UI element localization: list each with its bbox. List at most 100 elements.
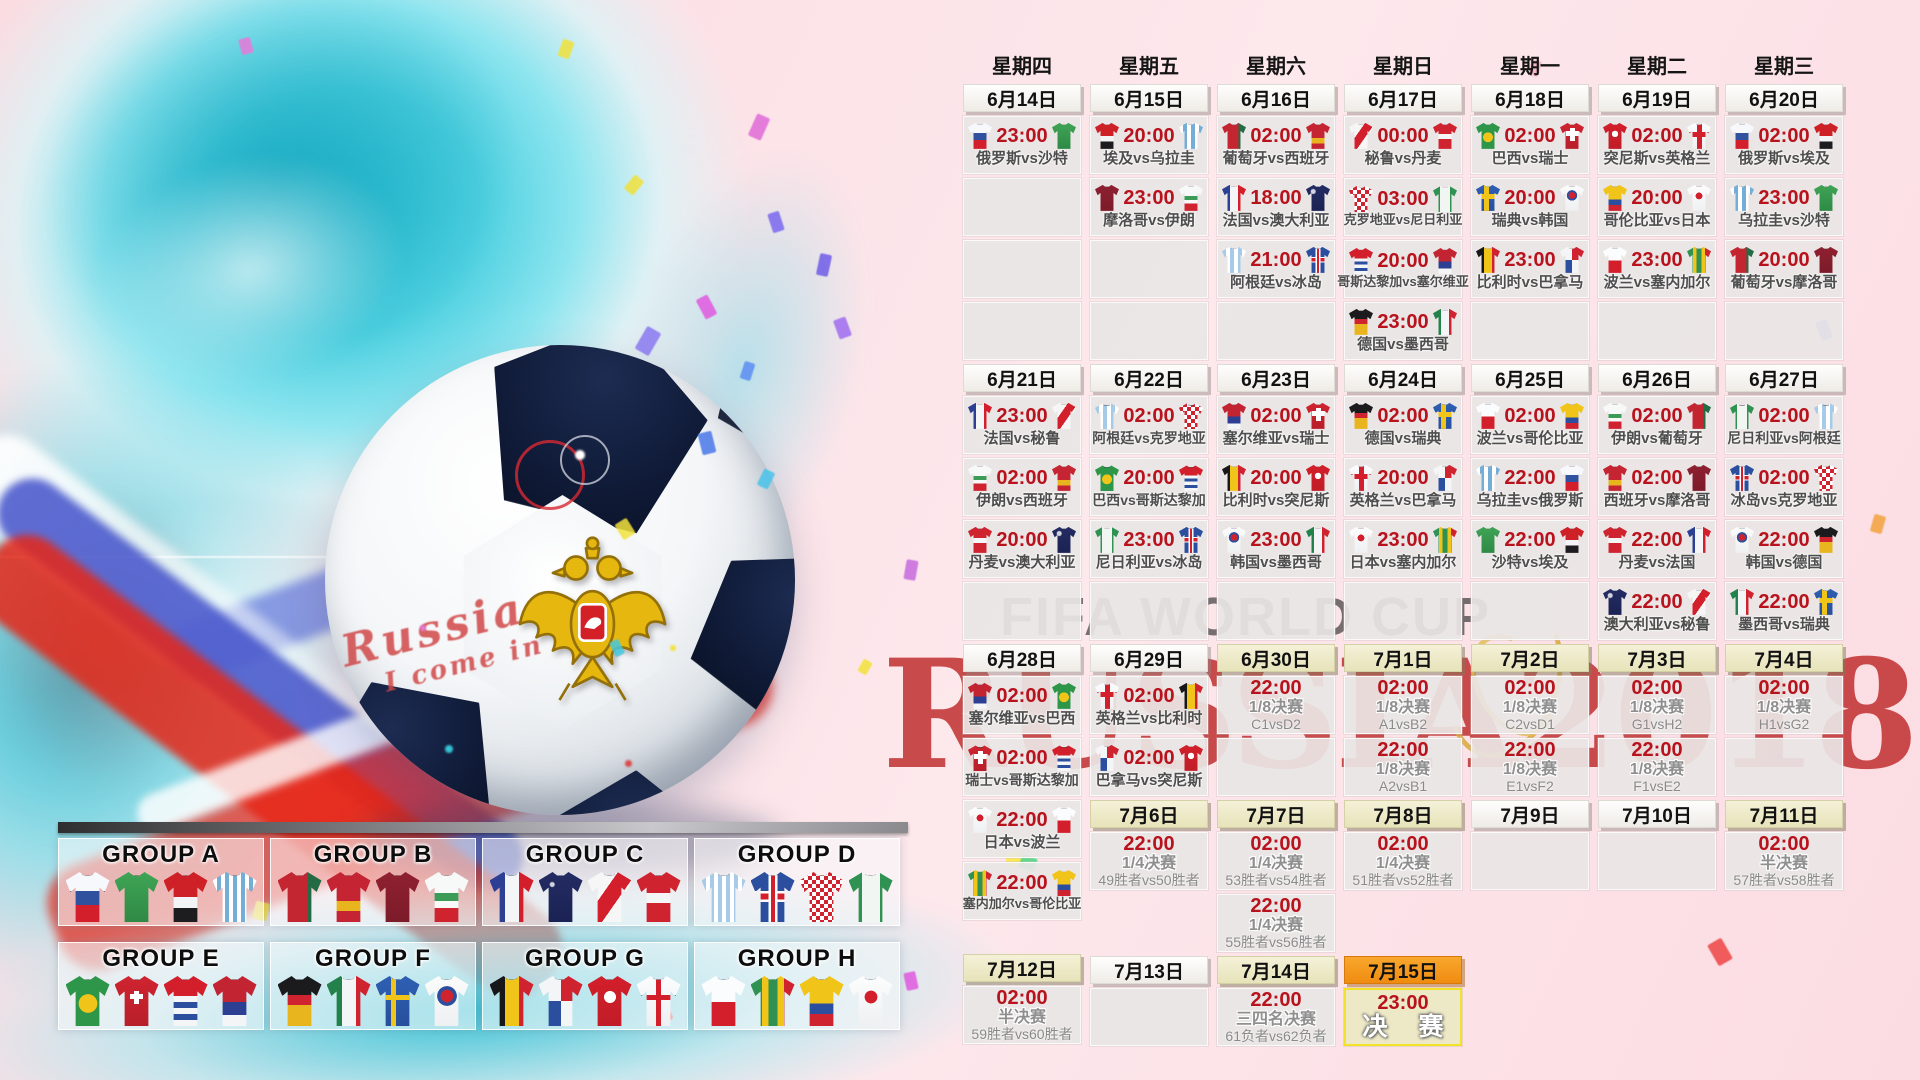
home-jersey-icon xyxy=(1730,122,1754,149)
knockout-cell: 02:00 1/8决赛 G1vsH2 xyxy=(1598,676,1716,734)
knockout-stage: 1/4决赛 xyxy=(1248,855,1304,872)
match-time: 02:00 xyxy=(1631,404,1683,427)
group-box-a: GROUP A xyxy=(58,838,264,926)
empty-cell xyxy=(963,582,1081,640)
match-name: 摩洛哥vs伊朗 xyxy=(1103,211,1195,229)
away-jersey-icon xyxy=(1687,184,1711,211)
away-jersey-icon xyxy=(1306,402,1330,429)
阿根廷-jersey-icon xyxy=(701,872,746,922)
weekday-label: 星期一 xyxy=(1500,56,1560,78)
knockout-teams: 59胜者vs60胜者 xyxy=(971,1025,1073,1042)
match-cell: 22:00 塞内加尔vs哥伦比亚 xyxy=(963,862,1081,920)
match-cell: 02:00 塞尔维亚vs瑞士 xyxy=(1217,396,1335,454)
group-jerseys xyxy=(65,976,257,1026)
knockout-cell: 02:00 1/4决赛 51胜者vs52胜者 xyxy=(1344,832,1462,890)
match-time: 22:00 xyxy=(1758,590,1810,613)
away-jersey-icon xyxy=(1306,464,1330,491)
match-row: 20:00 xyxy=(1601,184,1713,211)
group-jerseys xyxy=(65,872,257,922)
乌拉圭-jersey-icon xyxy=(212,872,257,922)
match-cell: 20:00 英格兰vs巴拿马 xyxy=(1344,458,1462,516)
empty-cell xyxy=(1217,738,1335,796)
knockout-time: 22:00 xyxy=(1123,833,1175,855)
group-name: GROUP F xyxy=(315,945,431,972)
knockout-time: 22:00 xyxy=(1250,895,1302,917)
match-time: 02:00 xyxy=(1758,405,1810,428)
match-time: 02:00 xyxy=(996,466,1048,489)
丹麦-jersey-icon xyxy=(636,872,681,922)
date-header: 7月9日 xyxy=(1471,800,1589,828)
match-cell: 20:00 比利时vs突尼斯 xyxy=(1217,458,1335,516)
match-row: 22:00 xyxy=(1601,588,1713,615)
match-cell: 23:00 乌拉圭vs沙特 xyxy=(1725,178,1843,236)
match-row: 23:00 xyxy=(1093,526,1205,553)
match-row: 02:00 xyxy=(1220,122,1332,149)
match-time: 23:00 xyxy=(1123,528,1175,551)
瑞士-jersey-icon xyxy=(114,976,159,1026)
group-name: GROUP E xyxy=(102,945,220,972)
spacer xyxy=(1090,894,1208,956)
date-header: 6月28日 xyxy=(963,644,1081,672)
match-row: 02:00 xyxy=(1728,464,1840,491)
knockout-time: 02:00 xyxy=(1250,833,1302,855)
match-name: 塞尔维亚vs瑞士 xyxy=(1222,429,1330,447)
match-name: 乌拉圭vs俄罗斯 xyxy=(1476,491,1584,509)
date-header: 6月17日 xyxy=(1344,84,1462,112)
knockout-time: 22:00 xyxy=(1377,739,1429,761)
empty-cell xyxy=(963,240,1081,298)
weekday-label: 星期日 xyxy=(1373,56,1433,78)
match-row: 23:00 xyxy=(1601,246,1713,273)
weekday-label: 星期五 xyxy=(1119,56,1179,78)
away-jersey-icon xyxy=(1306,526,1330,553)
home-jersey-icon xyxy=(968,526,992,553)
match-row: 22:00 xyxy=(966,806,1078,833)
away-jersey-icon xyxy=(1560,184,1584,211)
match-row: 23:00 xyxy=(966,122,1078,149)
match-name: 俄罗斯vs沙特 xyxy=(976,149,1068,167)
away-jersey-icon xyxy=(1433,402,1457,429)
away-jersey-icon xyxy=(1052,806,1076,833)
dot xyxy=(575,450,585,460)
match-name: 哥斯达黎加vs塞尔维亚 xyxy=(1337,274,1469,290)
knockout-cell: 02:00 1/4决赛 53胜者vs54胜者 xyxy=(1217,832,1335,890)
knockout-time: 02:00 xyxy=(1377,677,1429,699)
match-name: 日本vs塞内加尔 xyxy=(1349,553,1457,571)
home-jersey-icon xyxy=(1603,526,1627,553)
calendar-column-3: 星期六 6月16日 02:00 葡萄牙vs西班牙 18:00 法国vs澳大利亚 21:00 阿… xyxy=(1217,50,1335,1050)
match-cell: 23:00 日本vs塞内加尔 xyxy=(1344,520,1462,578)
match-name: 波兰vs塞内加尔 xyxy=(1603,273,1711,291)
match-time: 20:00 xyxy=(1631,186,1683,209)
match-row: 20:00 xyxy=(1220,464,1332,491)
home-jersey-icon xyxy=(968,402,992,429)
match-time: 22:00 xyxy=(1504,528,1556,551)
knockout-cell: 02:00 半决赛 57胜者vs58胜者 xyxy=(1725,832,1843,890)
match-row: 02:00 xyxy=(966,464,1078,491)
home-jersey-icon xyxy=(1603,464,1627,491)
match-row: 23:00 xyxy=(1474,246,1586,273)
date-header: 7月11日 xyxy=(1725,800,1843,828)
match-cell: 21:00 阿根廷vs冰岛 xyxy=(1217,240,1335,298)
home-jersey-icon xyxy=(1349,308,1373,335)
spacer xyxy=(963,924,1081,954)
group-name: GROUP B xyxy=(313,841,433,868)
match-row: 22:00 xyxy=(1728,526,1840,553)
match-cell: 23:00 波兰vs塞内加尔 xyxy=(1598,240,1716,298)
away-jersey-icon xyxy=(1687,122,1711,149)
match-row: 02:00 xyxy=(1093,744,1205,771)
knockout-time: 22:00 xyxy=(1631,739,1683,761)
match-time: 02:00 xyxy=(996,684,1048,707)
away-jersey-icon xyxy=(1306,184,1330,211)
date-header: 7月6日 xyxy=(1090,800,1208,828)
home-jersey-icon xyxy=(1095,682,1119,709)
match-cell: 20:00 哥斯达黎加vs塞尔维亚 xyxy=(1337,240,1469,298)
confetti-piece xyxy=(1869,513,1887,535)
decor xyxy=(585,536,600,551)
match-row: 02:00 xyxy=(1093,682,1205,709)
date-header: 6月18日 xyxy=(1471,84,1589,112)
match-cell: 22:00 乌拉圭vs俄罗斯 xyxy=(1471,458,1589,516)
away-jersey-icon xyxy=(1814,403,1838,430)
伊朗-jersey-icon xyxy=(424,872,469,922)
away-jersey-icon xyxy=(1560,526,1584,553)
match-row: 23:00 xyxy=(1220,526,1332,553)
away-jersey-icon xyxy=(1433,464,1457,491)
